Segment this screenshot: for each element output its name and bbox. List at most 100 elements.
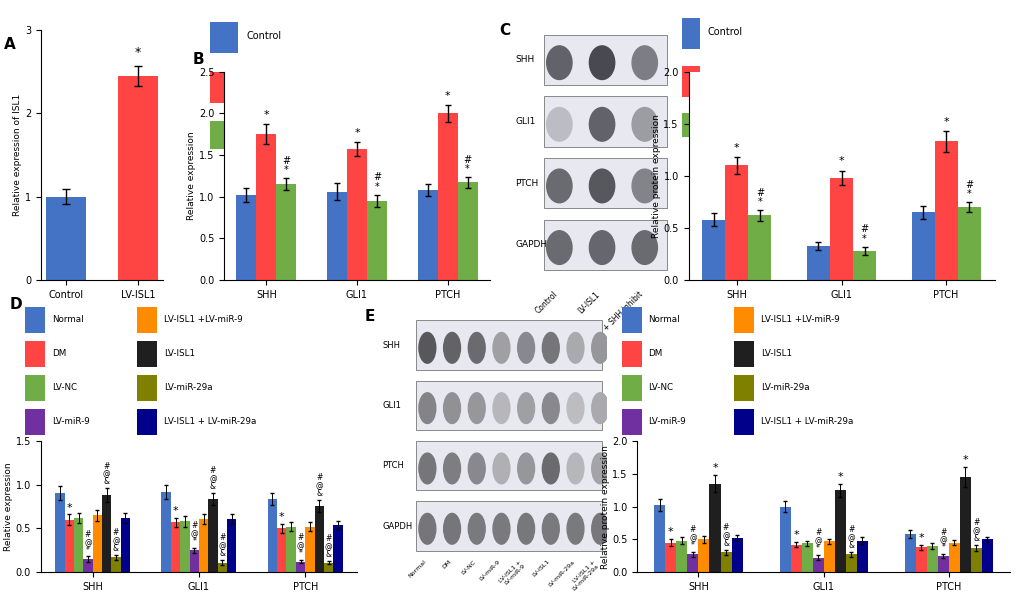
Bar	[779, 507, 790, 572]
Text: Control: Control	[533, 290, 558, 316]
Bar	[682, 18, 700, 49]
Bar	[725, 165, 748, 280]
Text: SHH: SHH	[382, 340, 400, 350]
Ellipse shape	[589, 46, 614, 79]
Text: DM: DM	[648, 349, 662, 358]
Text: LV-miR-29a: LV-miR-29a	[164, 383, 212, 392]
Bar	[137, 409, 157, 435]
Bar	[236, 195, 256, 280]
Text: #
*: # *	[463, 155, 471, 174]
Text: LV-ISL1 + SHH inhibit: LV-ISL1 + SHH inhibit	[581, 290, 644, 353]
Ellipse shape	[492, 453, 510, 484]
Ellipse shape	[419, 393, 435, 424]
Bar	[170, 522, 180, 572]
Bar	[801, 544, 812, 572]
Text: #
@
*: # @ *	[191, 521, 198, 546]
Bar	[709, 484, 719, 572]
Bar	[227, 519, 236, 572]
Bar	[926, 546, 936, 572]
Ellipse shape	[632, 169, 657, 203]
Bar	[305, 527, 314, 572]
Ellipse shape	[492, 513, 510, 544]
Bar	[621, 306, 641, 333]
Text: *: *	[838, 156, 844, 166]
Ellipse shape	[632, 46, 657, 79]
Text: #
*: # *	[964, 179, 972, 198]
Bar	[834, 490, 845, 572]
Y-axis label: Relative protein expression: Relative protein expression	[600, 445, 609, 569]
Bar	[84, 559, 93, 572]
Text: LV-NC: LV-NC	[460, 559, 476, 575]
Text: LV-ISL1 + LV-miR-29a: LV-ISL1 + LV-miR-29a	[164, 417, 256, 427]
Bar	[137, 306, 157, 333]
Text: #
@
*: # @ *	[297, 533, 304, 558]
Bar	[621, 375, 641, 401]
Bar	[137, 375, 157, 401]
Bar	[208, 499, 217, 572]
Text: *: *	[962, 455, 967, 465]
Text: LV-ISL1: LV-ISL1	[164, 349, 195, 358]
Ellipse shape	[632, 107, 657, 141]
Text: #
@
&: # @ &	[209, 466, 216, 491]
Bar	[621, 341, 641, 367]
Ellipse shape	[542, 393, 558, 424]
Text: LV-miR-29a: LV-miR-29a	[546, 559, 575, 587]
Text: LV-ISL1: LV-ISL1	[760, 349, 791, 358]
Bar	[102, 495, 111, 572]
Bar	[190, 550, 199, 572]
Ellipse shape	[567, 393, 583, 424]
Ellipse shape	[591, 513, 608, 544]
Ellipse shape	[546, 169, 572, 203]
Text: #
@
&: # @ &	[315, 473, 323, 498]
Bar	[543, 219, 666, 270]
Text: DM: DM	[441, 559, 451, 570]
Ellipse shape	[492, 333, 510, 363]
Ellipse shape	[419, 333, 435, 363]
Bar	[277, 529, 286, 572]
Bar	[24, 409, 45, 435]
Y-axis label: Relative expression of ISL1: Relative expression of ISL1	[13, 94, 22, 216]
Ellipse shape	[567, 513, 583, 544]
Text: LV-NC: LV-NC	[648, 383, 673, 392]
Bar	[333, 525, 342, 572]
Bar	[296, 561, 305, 572]
Text: #
@
*: # @ *	[689, 525, 696, 550]
Text: E: E	[364, 309, 375, 324]
Bar	[790, 545, 801, 572]
Text: #
*: # *	[373, 172, 381, 192]
Ellipse shape	[518, 513, 534, 544]
Bar	[981, 539, 991, 572]
Text: LV-ISL1: LV-ISL1	[247, 81, 281, 91]
Bar	[733, 306, 753, 333]
Bar	[823, 541, 834, 572]
Bar	[210, 72, 238, 103]
Text: LV-ISL1: LV-ISL1	[576, 290, 601, 315]
Text: #
@
&: # @ &	[218, 533, 226, 558]
Bar	[664, 542, 676, 572]
Text: Normal: Normal	[408, 559, 427, 579]
Bar	[111, 557, 120, 572]
Text: LV-ISL1: LV-ISL1	[531, 559, 550, 578]
Bar	[731, 538, 742, 572]
Bar	[458, 182, 477, 280]
Y-axis label: Relative expression: Relative expression	[187, 132, 197, 220]
Bar	[543, 97, 666, 147]
Ellipse shape	[546, 107, 572, 141]
Text: #
@
&: # @ &	[324, 534, 332, 559]
Text: #
@
&: # @ &	[721, 523, 730, 548]
Text: #
@
*: # @ *	[813, 528, 821, 553]
Bar	[120, 518, 129, 572]
Text: A: A	[4, 38, 16, 52]
Ellipse shape	[468, 333, 485, 363]
Ellipse shape	[443, 513, 460, 544]
Text: PTCH: PTCH	[515, 179, 538, 188]
Text: LV-ISL1 +
LV-miR-29a: LV-ISL1 + LV-miR-29a	[568, 559, 599, 591]
Text: Normal: Normal	[648, 315, 680, 324]
Text: #
@
*: # @ *	[84, 530, 92, 555]
Text: #
@
&: # @ &	[112, 528, 119, 553]
Text: Control: Control	[707, 27, 742, 37]
Bar	[346, 149, 367, 280]
Ellipse shape	[468, 393, 485, 424]
Bar	[55, 493, 64, 572]
Ellipse shape	[542, 333, 558, 363]
